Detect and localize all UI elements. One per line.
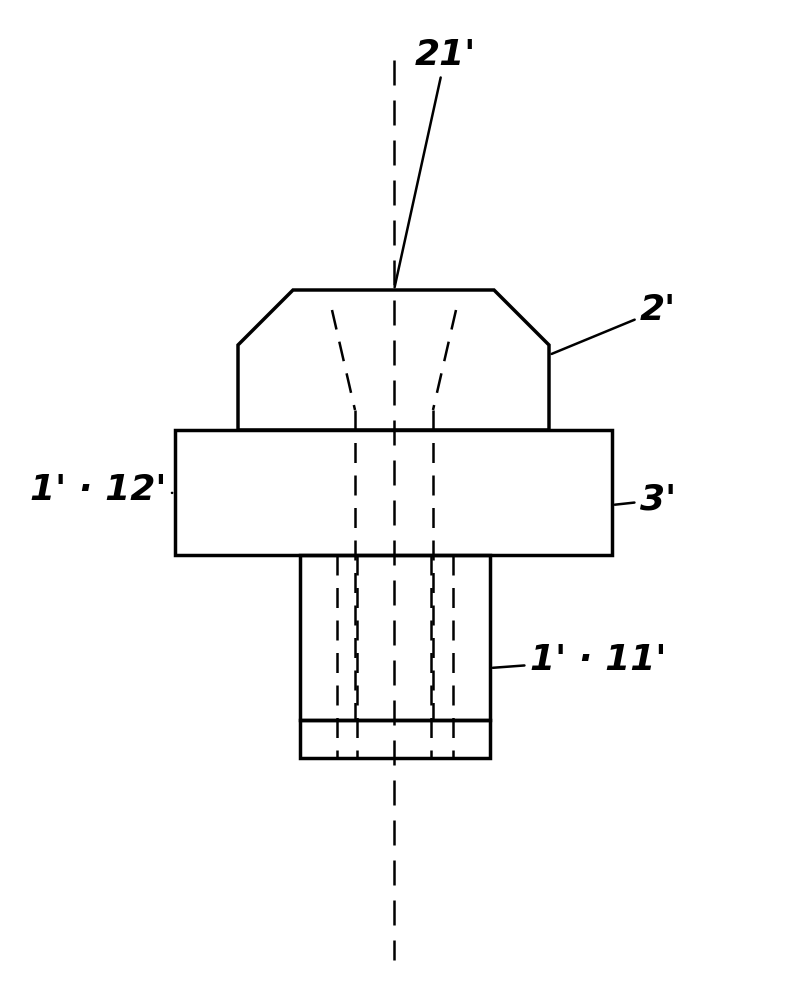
Text: 21': 21'	[394, 38, 476, 287]
Text: 1' · 11': 1' · 11'	[493, 643, 667, 677]
Text: 1' · 12': 1' · 12'	[30, 473, 172, 507]
Text: 2': 2'	[552, 293, 676, 354]
Bar	[300, 720, 490, 758]
Text: 3': 3'	[615, 483, 676, 517]
Bar	[300, 555, 490, 720]
Bar	[175, 430, 612, 555]
